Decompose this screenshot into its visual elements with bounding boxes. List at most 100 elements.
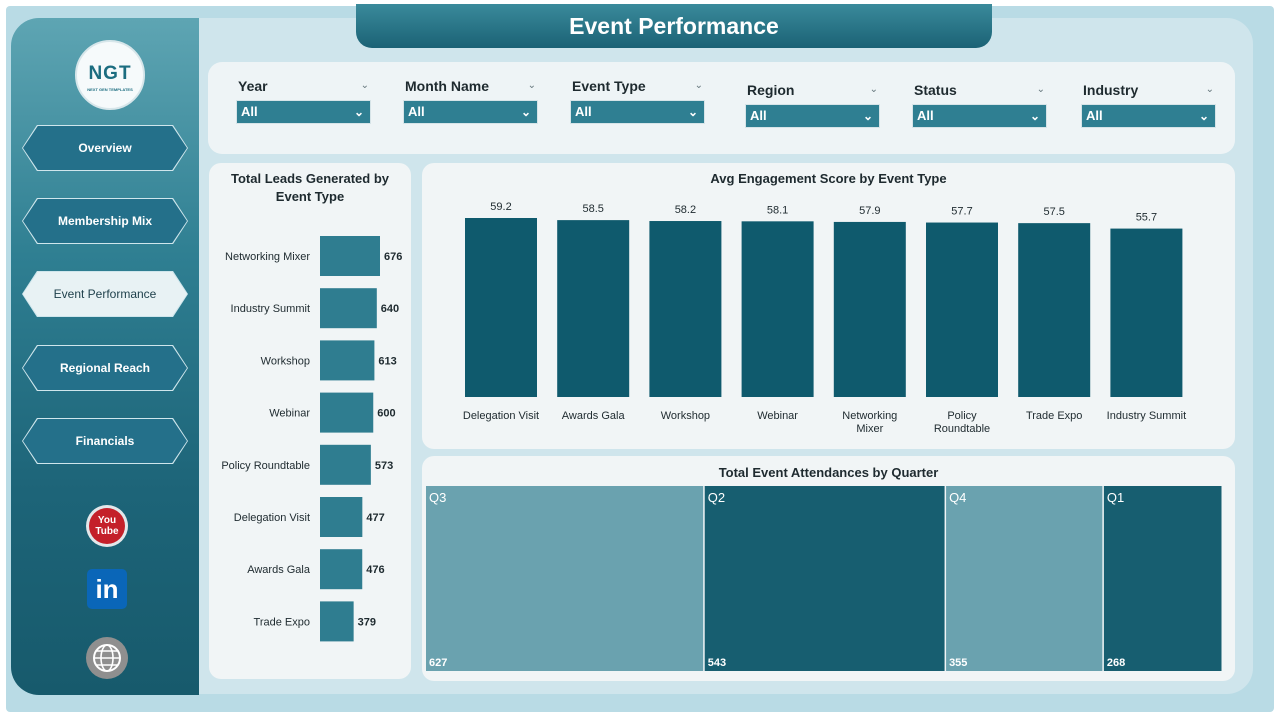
chevron-down-icon: ⌄ — [1198, 109, 1209, 123]
nav-label: Membership Mix — [57, 214, 153, 228]
leads-category-label: Delegation Visit — [234, 512, 310, 524]
attendance-quarter-label: Q2 — [708, 490, 725, 505]
attendance-value-label: 355 — [949, 657, 967, 669]
engagement-bar[interactable] — [1018, 223, 1091, 397]
leads-bar[interactable] — [320, 288, 377, 329]
filter-label: Industry — [1083, 82, 1139, 98]
attendance-chart-title: Total Event Attendances by Quarter — [718, 465, 939, 480]
industry-dropdown[interactable]: All ⌄ — [1081, 104, 1216, 128]
chevron-down-icon[interactable]: ⌄ — [527, 80, 536, 91]
leads-category-label: Webinar — [269, 408, 310, 420]
engagement-value-label: 58.2 — [675, 204, 696, 216]
engagement-bar[interactable] — [741, 221, 814, 397]
dropdown-value: All — [917, 108, 934, 123]
leads-bar[interactable] — [320, 601, 354, 642]
engagement-value-label: 57.5 — [1043, 206, 1064, 218]
chevron-down-icon[interactable]: ⌄ — [1036, 84, 1045, 95]
leads-category-label: Industry Summit — [231, 303, 310, 315]
page-title: Event Performance — [356, 4, 992, 48]
nav-overview-button[interactable]: Overview — [22, 125, 188, 171]
engagement-category-label: Awards Gala — [562, 410, 626, 422]
leads-bar[interactable] — [320, 497, 363, 537]
logo-subtext: NEXT GEN TEMPLATES — [87, 87, 133, 92]
leads-value-label: 640 — [381, 303, 399, 315]
leads-category-label: Workshop — [261, 355, 310, 367]
nav-label: Overview — [78, 141, 132, 155]
month-name-dropdown[interactable]: All ⌄ — [403, 100, 538, 124]
leads-bar[interactable] — [320, 340, 375, 381]
attendance-quarter-label: Q3 — [429, 490, 446, 505]
leads-chart: Networking Mixer 676 Industry Summit 640 Wor… — [221, 236, 402, 642]
attendance-value-label: 268 — [1107, 657, 1125, 669]
globe-icon[interactable] — [86, 637, 128, 679]
filter-panel: Year ⌄ All ⌄ Month Name ⌄ All ⌄ Event Type… — [208, 62, 1235, 154]
leads-category-label: Awards Gala — [247, 564, 311, 576]
nav-label: Regional Reach — [59, 361, 151, 375]
engagement-category-label: Mixer — [856, 423, 883, 435]
engagement-category-label: Webinar — [757, 410, 798, 422]
chevron-down-icon: ⌄ — [520, 105, 531, 119]
filter-label: Event Type — [572, 78, 646, 94]
chevron-down-icon[interactable]: ⌄ — [1205, 84, 1214, 95]
leads-chart-title: Total Leads Generated by Event Type — [231, 171, 389, 204]
chevron-down-icon: ⌄ — [1029, 109, 1040, 123]
nav-financials-button[interactable]: Financials — [22, 418, 188, 464]
engagement-chart-title: Avg Engagement Score by Event Type — [710, 171, 947, 186]
youtube-text-top: You — [97, 515, 117, 526]
leads-card: Total Leads Generated by Event Type Netw… — [209, 163, 411, 679]
leads-bar[interactable] — [320, 549, 363, 590]
filter-label: Month Name — [405, 78, 489, 94]
chevron-down-icon: ⌄ — [353, 105, 364, 119]
dropdown-value: All — [575, 104, 592, 119]
engagement-category-label: Roundtable — [934, 423, 990, 435]
leads-value-label: 379 — [358, 616, 376, 628]
leads-value-label: 476 — [366, 564, 384, 576]
nav-label: Event Performance — [53, 287, 157, 301]
nav-event-performance-button[interactable]: Event Performance — [22, 271, 188, 317]
engagement-value-label: 58.1 — [767, 204, 788, 216]
leads-bar[interactable] — [320, 236, 380, 276]
engagement-bar[interactable] — [557, 220, 630, 397]
engagement-value-label: 59.2 — [490, 201, 511, 213]
year-dropdown[interactable]: All ⌄ — [236, 100, 371, 124]
leads-category-label: Networking Mixer — [225, 251, 310, 263]
logo: NGT NEXT GEN TEMPLATES — [75, 40, 145, 110]
attendance-value-label: 627 — [429, 657, 447, 669]
attendance-tile[interactable] — [946, 486, 1103, 671]
chevron-down-icon[interactable]: ⌄ — [694, 80, 703, 91]
engagement-bar[interactable] — [465, 218, 537, 397]
chevron-down-icon[interactable]: ⌄ — [360, 80, 369, 91]
engagement-category-label: Delegation Visit — [463, 410, 539, 422]
engagement-chart: 59.2 Delegation Visit 58.5 Awards Gala 58.2 W… — [463, 201, 1186, 435]
engagement-bar[interactable] — [833, 221, 906, 397]
nav-membership-mix-button[interactable]: Membership Mix — [22, 198, 188, 244]
attendance-tile[interactable] — [426, 486, 704, 671]
nav-regional-reach-button[interactable]: Regional Reach — [22, 345, 188, 391]
dropdown-value: All — [750, 108, 767, 123]
leads-bar[interactable] — [320, 444, 371, 485]
region-dropdown[interactable]: All ⌄ — [745, 104, 880, 128]
engagement-bar[interactable] — [1110, 228, 1183, 397]
engagement-value-label: 57.7 — [951, 206, 972, 218]
attendance-tile[interactable] — [1103, 486, 1222, 671]
engagement-bar[interactable] — [649, 221, 722, 397]
youtube-icon[interactable]: You Tube — [86, 505, 128, 547]
event-type-dropdown[interactable]: All ⌄ — [570, 100, 705, 124]
engagement-value-label: 55.7 — [1136, 212, 1157, 224]
engagement-bar[interactable] — [926, 222, 998, 397]
filter-label: Region — [747, 82, 795, 98]
attendance-tile[interactable] — [704, 486, 945, 671]
status-dropdown[interactable]: All ⌄ — [912, 104, 1047, 128]
logo-text: NGT — [88, 63, 132, 84]
leads-category-label: Policy Roundtable — [221, 460, 310, 472]
engagement-category-label: Trade Expo — [1026, 410, 1082, 422]
leads-value-label: 573 — [375, 460, 393, 472]
attendance-card: Total Event Attendances by Quarter Q3 627… — [422, 456, 1235, 681]
engagement-category-label: Industry Summit — [1107, 410, 1186, 422]
youtube-text-bottom: Tube — [95, 526, 119, 537]
leads-value-label: 676 — [384, 251, 402, 263]
linkedin-icon[interactable]: in — [86, 568, 128, 610]
attendance-quarter-label: Q1 — [1107, 490, 1124, 505]
chevron-down-icon[interactable]: ⌄ — [869, 84, 878, 95]
leads-bar[interactable] — [320, 392, 374, 433]
